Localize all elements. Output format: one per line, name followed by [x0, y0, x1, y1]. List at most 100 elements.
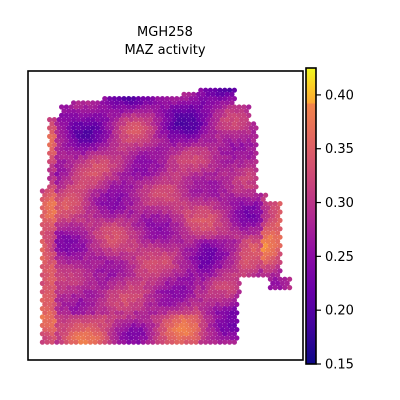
spot [68, 188, 74, 194]
spot [102, 264, 108, 270]
spot [169, 238, 175, 244]
spot [99, 327, 105, 333]
spot [75, 167, 81, 173]
spot [162, 276, 168, 282]
spot [51, 301, 58, 307]
spot [102, 306, 108, 312]
spot [126, 322, 132, 328]
spot [164, 129, 170, 135]
spot [155, 222, 161, 228]
spot [212, 87, 218, 93]
spot [186, 167, 192, 173]
spot [71, 201, 77, 207]
spot [215, 91, 221, 97]
spot [131, 129, 137, 135]
spot [183, 96, 189, 102]
spot [181, 184, 187, 190]
spot [251, 230, 257, 236]
spot [176, 226, 182, 232]
spot [251, 171, 257, 177]
spot [157, 125, 163, 131]
spot [42, 318, 48, 324]
spot [210, 209, 216, 215]
spot [263, 251, 269, 257]
spot [152, 175, 158, 181]
spot [167, 142, 173, 148]
spot [203, 188, 209, 194]
spot [215, 285, 221, 291]
spot [68, 322, 74, 328]
spot [246, 213, 252, 219]
spot [164, 188, 170, 194]
spot [159, 280, 165, 286]
spatial-spots [39, 87, 293, 345]
spot [207, 112, 213, 118]
spot [131, 297, 137, 303]
spot [181, 335, 187, 341]
spot [176, 184, 182, 190]
spot [78, 171, 84, 177]
spot [83, 154, 89, 160]
spot [47, 335, 53, 341]
spot [231, 171, 237, 177]
spot [121, 238, 127, 244]
spot [71, 293, 77, 299]
spot [44, 196, 50, 202]
spot [174, 280, 180, 286]
spot [193, 121, 199, 127]
spot [210, 100, 216, 106]
spot [133, 310, 139, 316]
spot [246, 205, 252, 211]
spot [229, 192, 235, 198]
spot [90, 175, 96, 181]
spot [119, 217, 125, 223]
spot [171, 243, 177, 249]
spot [246, 196, 252, 202]
spot [44, 264, 50, 270]
spot [215, 133, 221, 139]
spot [248, 192, 254, 198]
spot [49, 314, 55, 320]
spot [102, 339, 108, 345]
spot [186, 125, 192, 131]
spot [234, 108, 240, 114]
spot [49, 171, 55, 177]
spot [78, 339, 84, 345]
spot [54, 138, 60, 144]
spot [174, 104, 180, 110]
spot [143, 125, 149, 131]
spot [203, 154, 209, 160]
spot [169, 205, 175, 211]
spot [66, 310, 72, 316]
spot [150, 314, 156, 320]
spot [63, 154, 69, 160]
spot [138, 100, 144, 106]
spot [186, 251, 192, 257]
spot [109, 192, 115, 198]
spot [198, 213, 204, 219]
spot [186, 301, 192, 307]
spot [183, 112, 189, 118]
spot [251, 213, 257, 219]
spot [179, 112, 185, 118]
spot [61, 150, 67, 156]
spot [241, 238, 247, 244]
spot [203, 112, 209, 118]
spot [133, 133, 139, 139]
spot [200, 301, 206, 307]
spot [75, 117, 81, 123]
spot [169, 196, 175, 202]
spot [227, 331, 233, 337]
spot [253, 268, 259, 274]
spot [203, 163, 209, 169]
spot [123, 209, 129, 215]
spot [227, 222, 233, 228]
spot [210, 150, 216, 156]
spot [212, 112, 218, 118]
spot [203, 289, 209, 295]
spot [56, 226, 62, 232]
spot [195, 301, 201, 307]
spot [121, 121, 127, 127]
spot [169, 171, 175, 177]
spot [123, 327, 129, 333]
